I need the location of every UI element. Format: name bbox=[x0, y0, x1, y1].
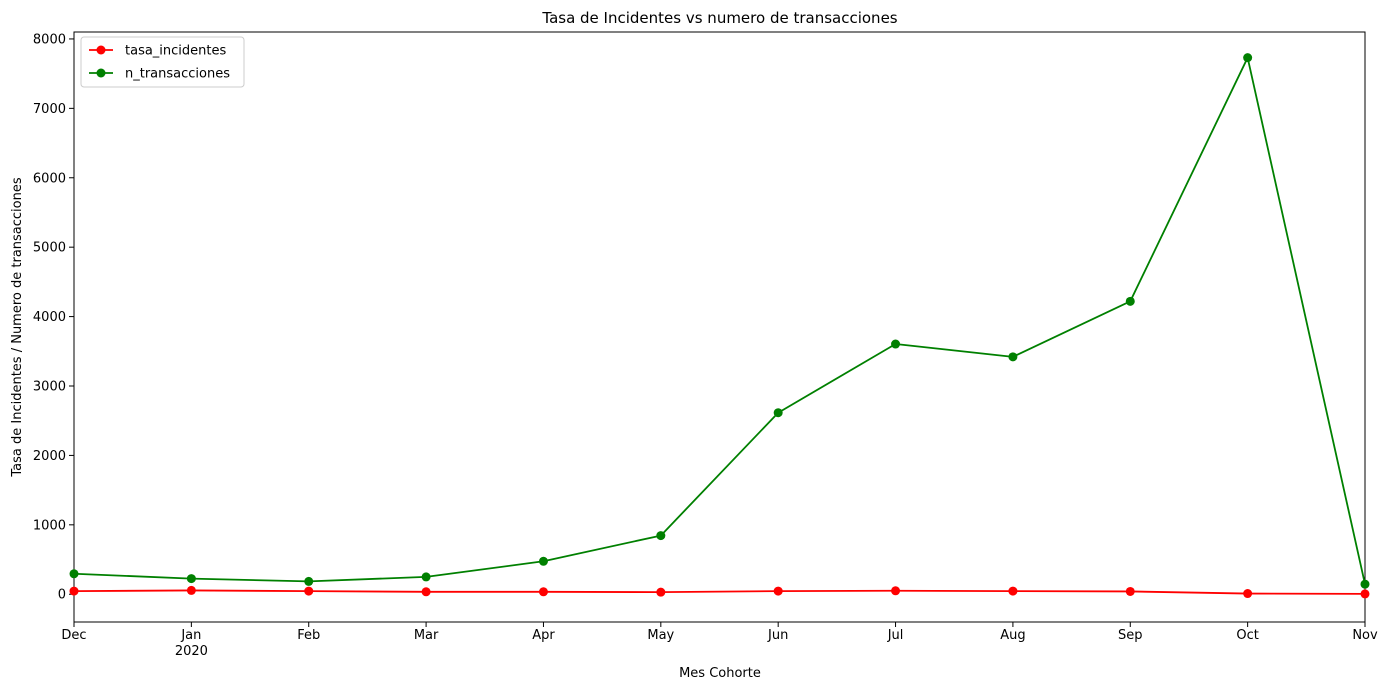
data-point bbox=[773, 408, 783, 418]
x-tick-label: Aug bbox=[1000, 628, 1025, 643]
legend: tasa_incidentes n_transacciones bbox=[80, 36, 245, 88]
series-layer bbox=[69, 53, 1370, 599]
data-point bbox=[1243, 589, 1253, 599]
x-tick-sublabel: 2020 bbox=[175, 644, 208, 659]
y-tick-label: 7000 bbox=[33, 102, 66, 117]
data-point bbox=[69, 586, 79, 596]
data-point bbox=[656, 587, 666, 597]
x-tick-label: Mar bbox=[414, 628, 439, 643]
x-tick-label: Feb bbox=[297, 628, 320, 643]
x-tick-label: Sep bbox=[1118, 628, 1143, 643]
data-point bbox=[1125, 586, 1135, 596]
chart-title: Tasa de Incidentes vs numero de transacc… bbox=[541, 9, 897, 27]
data-point bbox=[304, 586, 314, 596]
data-point bbox=[538, 587, 548, 597]
data-point bbox=[186, 574, 196, 584]
y-axis: 0 1000 2000 3000 4000 5000 6000 7000 8000 bbox=[33, 32, 74, 603]
x-tick-label: Oct bbox=[1236, 628, 1258, 643]
x-tick-label: Jan bbox=[180, 628, 201, 643]
legend-label: n_transacciones bbox=[125, 67, 230, 82]
data-point bbox=[69, 569, 79, 579]
y-axis-label: Tasa de Incidentes / Numero de transacci… bbox=[10, 177, 25, 477]
data-point bbox=[891, 586, 901, 596]
plot-area bbox=[73, 31, 1366, 623]
y-tick-label: 3000 bbox=[33, 380, 66, 395]
data-point bbox=[1008, 586, 1018, 596]
x-tick-label: May bbox=[647, 628, 674, 643]
legend-frame bbox=[80, 36, 245, 88]
series-tasa_incidentes bbox=[69, 585, 1370, 599]
y-tick-label: 0 bbox=[58, 588, 66, 603]
data-point bbox=[304, 576, 314, 586]
y-tick-label: 4000 bbox=[33, 310, 66, 325]
data-point bbox=[1360, 579, 1370, 589]
data-point bbox=[421, 572, 431, 582]
y-tick-label: 1000 bbox=[33, 518, 66, 533]
legend-marker bbox=[96, 45, 106, 55]
data-point bbox=[1360, 589, 1370, 599]
legend-label: tasa_incidentes bbox=[125, 44, 226, 59]
y-tick-label: 6000 bbox=[33, 171, 66, 186]
x-tick-label: Jul bbox=[887, 628, 904, 643]
x-tick-label: Nov bbox=[1352, 628, 1378, 643]
plot-frame bbox=[73, 31, 1366, 623]
legend-marker bbox=[96, 68, 106, 78]
x-axis-label: Mes Cohorte bbox=[679, 666, 761, 681]
data-point bbox=[538, 556, 548, 566]
data-point bbox=[891, 339, 901, 349]
x-tick-label: Jun bbox=[767, 628, 788, 643]
y-tick-label: 8000 bbox=[33, 32, 66, 47]
series-line bbox=[73, 589, 1366, 595]
data-point bbox=[656, 531, 666, 541]
data-point bbox=[1243, 53, 1253, 63]
y-tick-label: 5000 bbox=[33, 241, 66, 256]
data-point bbox=[773, 586, 783, 596]
data-point bbox=[421, 587, 431, 597]
series-n_transacciones bbox=[69, 53, 1370, 589]
x-tick-label: Apr bbox=[532, 628, 555, 643]
data-point bbox=[1008, 352, 1018, 362]
data-point bbox=[186, 585, 196, 595]
y-tick-label: 2000 bbox=[33, 449, 66, 464]
x-tick-label: Dec bbox=[61, 628, 86, 643]
series-line bbox=[73, 56, 1366, 585]
data-point bbox=[1125, 296, 1135, 306]
